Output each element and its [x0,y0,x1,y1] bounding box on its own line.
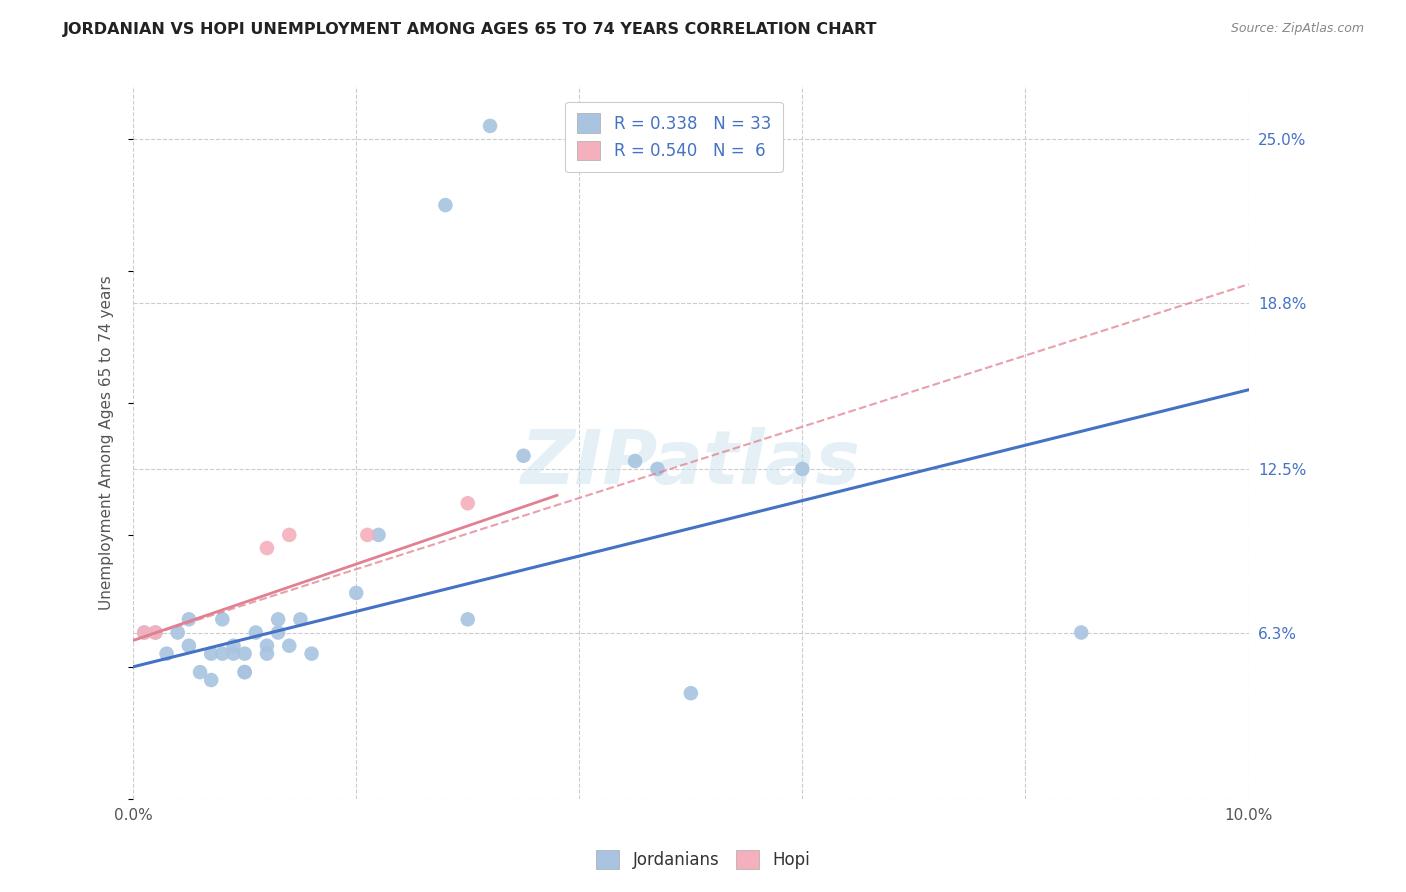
Point [177,612,200,626]
Point [145,625,167,640]
Text: JORDANIAN VS HOPI UNEMPLOYMENT AMONG AGES 65 TO 74 YEARS CORRELATION CHART: JORDANIAN VS HOPI UNEMPLOYMENT AMONG AGE… [63,22,877,37]
Point [457,496,479,510]
Point [278,528,301,542]
Point [134,625,156,640]
Point [647,462,669,476]
Point [166,625,188,640]
Legend: R = 0.338   N = 33, R = 0.540   N =  6: R = 0.338 N = 33, R = 0.540 N = 6 [565,102,783,172]
Point [233,665,256,679]
Point [200,673,222,687]
Text: ZIPatlas: ZIPatlas [520,427,860,500]
Point [434,198,457,212]
Y-axis label: Unemployment Among Ages 65 to 74 years: Unemployment Among Ages 65 to 74 years [100,276,114,610]
Point [344,586,367,600]
Point [134,625,156,640]
Point [290,612,312,626]
Point [267,625,290,640]
Point [1070,625,1092,640]
Point [278,639,301,653]
Point [792,462,814,476]
Text: Source: ZipAtlas.com: Source: ZipAtlas.com [1230,22,1364,36]
Point [233,647,256,661]
Point [256,541,278,555]
Point [301,647,323,661]
Point [245,625,267,640]
Point [479,119,502,133]
Point [188,665,211,679]
Point [256,647,278,661]
Point [624,454,647,468]
Point [457,612,479,626]
Point [233,665,256,679]
Point [155,647,177,661]
Point [222,639,245,653]
Point [356,528,378,542]
Point [200,647,222,661]
Legend: Jordanians, Hopi: Jordanians, Hopi [586,840,820,880]
Point [256,639,278,653]
Point [211,647,233,661]
Point [512,449,534,463]
Point [211,612,233,626]
Point [267,612,290,626]
Point [177,639,200,653]
Point [679,686,702,700]
Point [145,625,167,640]
Point [222,647,245,661]
Point [367,528,389,542]
